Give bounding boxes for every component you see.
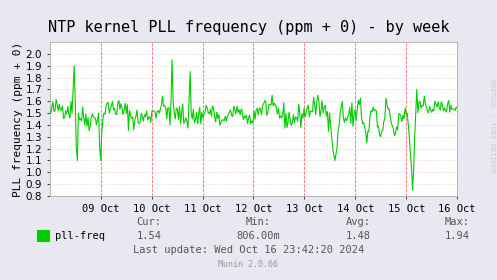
- Text: Munin 2.0.66: Munin 2.0.66: [219, 260, 278, 269]
- Text: RRDTOOL / TOBI OETIKER: RRDTOOL / TOBI OETIKER: [489, 79, 495, 173]
- Y-axis label: PLL frequency (ppm + 0): PLL frequency (ppm + 0): [12, 41, 23, 197]
- Text: Min:: Min:: [246, 217, 271, 227]
- Text: Max:: Max:: [445, 217, 470, 227]
- Text: NTP kernel PLL frequency (ppm + 0) - by week: NTP kernel PLL frequency (ppm + 0) - by …: [48, 20, 449, 35]
- Text: 1.54: 1.54: [137, 231, 162, 241]
- Text: 1.48: 1.48: [345, 231, 370, 241]
- Text: Last update: Wed Oct 16 23:42:20 2024: Last update: Wed Oct 16 23:42:20 2024: [133, 245, 364, 255]
- Text: pll-freq: pll-freq: [55, 231, 105, 241]
- Text: Cur:: Cur:: [137, 217, 162, 227]
- Text: 1.94: 1.94: [445, 231, 470, 241]
- Text: Avg:: Avg:: [345, 217, 370, 227]
- Text: 806.00m: 806.00m: [237, 231, 280, 241]
